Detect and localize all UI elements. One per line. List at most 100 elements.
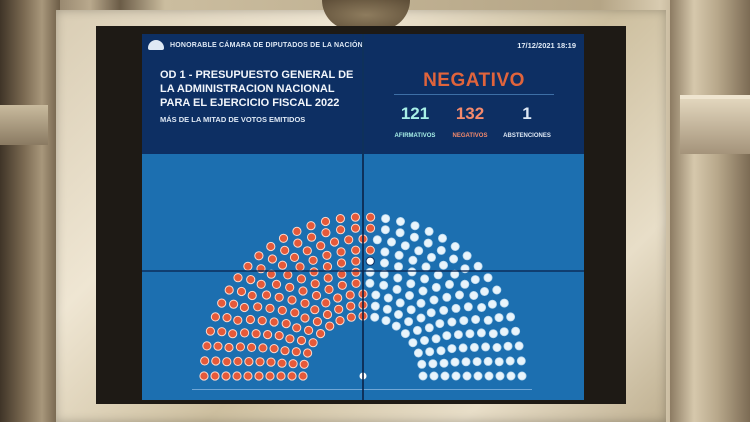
seat-affirmative bbox=[462, 251, 472, 261]
seat-negative bbox=[335, 214, 345, 224]
seat-negative bbox=[321, 228, 331, 238]
seat-negative bbox=[256, 279, 266, 289]
seat-affirmative bbox=[470, 275, 480, 285]
seat-negative bbox=[254, 251, 264, 261]
seat-affirmative bbox=[484, 371, 494, 381]
seat-negative bbox=[293, 238, 303, 248]
seat-negative bbox=[310, 279, 320, 289]
vote-datetime: 17/12/2021 18:19 bbox=[517, 41, 576, 50]
seat-negative bbox=[281, 319, 291, 329]
seat-negative bbox=[244, 357, 254, 367]
seat-affirmative bbox=[410, 221, 420, 231]
seat-negative bbox=[222, 357, 232, 367]
seat-affirmative bbox=[433, 270, 443, 280]
seat-affirmative bbox=[365, 278, 375, 288]
vote-display: HONORABLE CÁMARA DE DIPUTADOS DE LA NACI… bbox=[142, 34, 584, 400]
seat-negative bbox=[290, 308, 300, 318]
seat-affirmative bbox=[437, 233, 447, 243]
seat-affirmative bbox=[495, 371, 505, 381]
seat-negative bbox=[257, 316, 267, 326]
seat-negative bbox=[308, 255, 318, 265]
seat-affirmative bbox=[442, 331, 452, 341]
seat-affirmative bbox=[503, 341, 513, 351]
seat-affirmative bbox=[479, 286, 489, 296]
seat-negative bbox=[265, 371, 275, 381]
seat-negative bbox=[345, 290, 355, 300]
seat-negative bbox=[346, 301, 356, 311]
seat-affirmative bbox=[483, 356, 493, 366]
seat-affirmative bbox=[499, 298, 509, 308]
seat-affirmative bbox=[439, 358, 449, 368]
seat-affirmative bbox=[499, 327, 509, 337]
seat-affirmative bbox=[447, 317, 457, 327]
seat-abstention bbox=[365, 256, 375, 266]
seat-affirmative bbox=[487, 299, 497, 309]
seat-negative bbox=[337, 280, 347, 290]
result-divider bbox=[394, 94, 554, 95]
seat-negative bbox=[274, 292, 284, 302]
seat-affirmative bbox=[506, 371, 516, 381]
seat-negative bbox=[277, 305, 287, 315]
seat-affirmative bbox=[394, 250, 404, 260]
negative-count: 132 bbox=[455, 104, 485, 123]
seat-affirmative bbox=[431, 282, 441, 292]
seat-affirmative bbox=[429, 295, 439, 305]
seat-negative bbox=[233, 315, 243, 325]
seat-affirmative bbox=[505, 356, 515, 366]
seat-negative bbox=[200, 356, 210, 366]
majority-requirement: MÁS DE LA MITAD DE VOTOS EMITIDOS bbox=[160, 115, 306, 124]
seat-affirmative bbox=[414, 246, 424, 256]
seat-affirmative bbox=[424, 323, 434, 333]
left-column bbox=[0, 0, 60, 422]
seat-negative bbox=[277, 260, 288, 270]
seat-negative bbox=[217, 327, 227, 337]
seat-affirmative bbox=[370, 301, 380, 311]
seat-negative bbox=[324, 284, 334, 294]
seat-negative bbox=[233, 356, 243, 366]
seat-negative bbox=[292, 323, 302, 333]
display-header: HONORABLE CÁMARA DE DIPUTADOS DE LA NACI… bbox=[148, 40, 363, 50]
seat-negative bbox=[232, 371, 242, 381]
seat-affirmative bbox=[516, 356, 526, 366]
frame-crest bbox=[322, 0, 410, 30]
seat-affirmative bbox=[483, 273, 493, 283]
seat-negative bbox=[365, 245, 375, 255]
seat-affirmative bbox=[404, 317, 414, 327]
seat-negative bbox=[253, 302, 263, 312]
seat-negative bbox=[329, 237, 340, 247]
seat-negative bbox=[316, 329, 326, 339]
seat-affirmative bbox=[420, 274, 430, 284]
seat-affirmative bbox=[440, 371, 450, 381]
seat-negative bbox=[312, 317, 322, 327]
seat-negative bbox=[266, 357, 276, 367]
seat-negative bbox=[350, 212, 360, 222]
chamber-logo-icon bbox=[148, 40, 164, 50]
seat-affirmative bbox=[450, 242, 460, 252]
seat-affirmative bbox=[424, 226, 434, 236]
chamber-name: HONORABLE CÁMARA DE DIPUTADOS DE LA NACI… bbox=[170, 41, 363, 49]
seat-affirmative bbox=[469, 342, 479, 352]
seat-negative bbox=[221, 371, 231, 381]
seat-negative bbox=[267, 254, 277, 264]
seat-affirmative bbox=[383, 293, 393, 303]
seat-negative bbox=[346, 312, 356, 322]
seat-affirmative bbox=[449, 254, 459, 264]
seat-negative bbox=[325, 321, 335, 331]
seat-affirmative bbox=[392, 284, 402, 294]
seat-negative bbox=[366, 212, 376, 222]
seat-affirmative bbox=[426, 308, 436, 318]
seat-negative bbox=[298, 371, 308, 381]
seat-affirmative bbox=[488, 329, 498, 339]
seat-negative bbox=[205, 326, 216, 336]
seat-affirmative bbox=[438, 260, 448, 270]
seat-negative bbox=[278, 233, 289, 243]
seat-negative bbox=[261, 290, 272, 300]
seat-affirmative bbox=[436, 245, 446, 255]
vote-result: NEGATIVO bbox=[423, 70, 525, 91]
seat-affirmative bbox=[477, 302, 487, 312]
seat-affirmative bbox=[418, 371, 428, 381]
seat-negative bbox=[322, 250, 332, 260]
seat-affirmative bbox=[462, 371, 472, 381]
seat-affirmative bbox=[412, 325, 422, 335]
seat-affirmative bbox=[436, 346, 446, 356]
